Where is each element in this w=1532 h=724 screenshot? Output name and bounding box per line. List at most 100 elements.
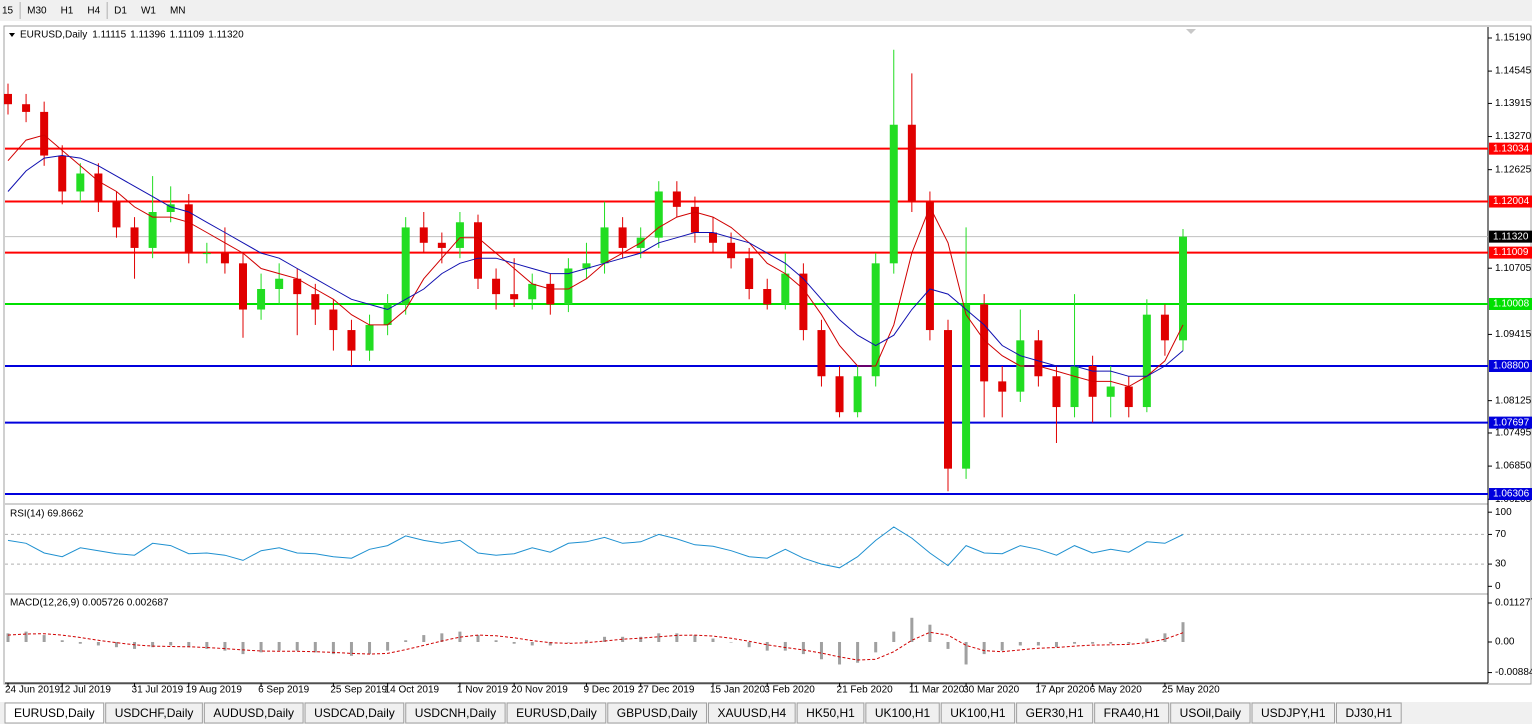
symbol-tab[interactable] bbox=[4, 702, 105, 724]
level-label: 1.10008 bbox=[1493, 299, 1530, 310]
symbol-tab[interactable] bbox=[1336, 702, 1402, 724]
symbol-tab[interactable] bbox=[607, 702, 707, 724]
timeframe-button[interactable]: D1 bbox=[114, 6, 127, 17]
candle-body bbox=[672, 191, 681, 207]
symbol-tab[interactable] bbox=[1251, 702, 1335, 724]
symbol-tab-label[interactable]: AUDUSD,Daily bbox=[213, 706, 294, 720]
candle-body bbox=[853, 376, 862, 413]
level-label-box bbox=[1489, 488, 1532, 501]
symbol-tab-label[interactable]: UK100,H1 bbox=[875, 706, 931, 720]
symbol-tab-label[interactable]: UK100,H1 bbox=[950, 706, 1006, 720]
symbol-tab[interactable] bbox=[865, 702, 940, 724]
macd-bar bbox=[838, 641, 842, 665]
candle-body bbox=[618, 227, 627, 248]
symbol-tab-label[interactable]: USDJPY,H1 bbox=[1261, 706, 1326, 720]
symbol-tab[interactable] bbox=[940, 702, 1016, 724]
symbol-tab[interactable] bbox=[405, 702, 506, 724]
macd-signal bbox=[7, 631, 1184, 661]
symbol-tab-label[interactable]: HK50,H1 bbox=[806, 706, 855, 720]
date-label: 1 Nov 2019 bbox=[457, 685, 509, 696]
macd-bar bbox=[1181, 622, 1185, 642]
macd-bar bbox=[313, 641, 317, 653]
macd-bar bbox=[151, 641, 155, 648]
symbol-tab-label[interactable]: XAUUSD,H4 bbox=[717, 706, 786, 720]
candle-body bbox=[600, 227, 609, 264]
symbol-tab[interactable] bbox=[1094, 702, 1170, 724]
timeframe-button[interactable]: H1 bbox=[61, 6, 74, 17]
macd-bar bbox=[584, 640, 588, 642]
moving-average bbox=[7, 154, 1184, 377]
candle-body bbox=[257, 288, 266, 310]
price-tick-label: 1.07495 bbox=[1495, 428, 1532, 439]
candle-body bbox=[781, 273, 790, 305]
candle-body bbox=[474, 222, 482, 279]
symbol-tab-label[interactable]: GBPUSD,Daily bbox=[617, 706, 698, 720]
rsi-tick-label: 100 bbox=[1495, 507, 1512, 518]
candle-body bbox=[528, 283, 537, 300]
macd-bar bbox=[548, 641, 552, 646]
symbol-tab[interactable] bbox=[707, 702, 796, 724]
symbol-tab[interactable] bbox=[203, 702, 304, 724]
macd-bar bbox=[801, 641, 805, 655]
symbol-tab-label[interactable]: FRA40,H1 bbox=[1104, 706, 1160, 720]
timeframe-button[interactable]: M30 bbox=[27, 6, 47, 17]
macd-bar bbox=[892, 631, 896, 642]
level-label: 1.07697 bbox=[1493, 417, 1530, 428]
timeframe-button[interactable]: MN bbox=[170, 6, 186, 17]
price-tick-label: 1.06850 bbox=[1495, 461, 1532, 472]
symbol-tab-label[interactable]: EURUSD,Daily bbox=[14, 706, 95, 720]
macd-bar bbox=[422, 635, 426, 642]
candle-body bbox=[4, 93, 12, 105]
macd-bar bbox=[1091, 641, 1095, 644]
candle-body bbox=[329, 309, 338, 331]
symbol-tab-label[interactable]: EURUSD,Daily bbox=[516, 706, 597, 720]
timeframe-button[interactable]: H4 bbox=[87, 6, 100, 17]
candle-body bbox=[383, 304, 392, 325]
rsi-tick-label: 0 bbox=[1495, 581, 1501, 592]
timeframe-button[interactable]: W1 bbox=[141, 6, 156, 17]
candle-body bbox=[1070, 365, 1079, 408]
symbol-tab-label[interactable]: USDCAD,Daily bbox=[314, 706, 395, 720]
candle-body bbox=[293, 278, 302, 295]
candle-body bbox=[763, 288, 772, 305]
macd-bar bbox=[693, 635, 697, 642]
date-label: 12 Jul 2019 bbox=[59, 685, 111, 696]
symbol-tab[interactable] bbox=[304, 702, 405, 724]
symbol-tab-label[interactable]: GER30,H1 bbox=[1026, 706, 1084, 720]
ohlc-value: 1.11115 bbox=[92, 30, 126, 41]
symbol-tab-label[interactable]: DJ30,H1 bbox=[1346, 706, 1393, 720]
symbol-tab-label[interactable]: USDCNH,Daily bbox=[415, 706, 496, 720]
ohlc-value: 1.11396 bbox=[130, 30, 166, 41]
price-tick-label: 1.14545 bbox=[1495, 66, 1532, 77]
macd-bar bbox=[765, 641, 769, 651]
symbol-tab-label[interactable]: USDCHF,Daily bbox=[115, 706, 194, 720]
candle-body bbox=[94, 173, 103, 202]
macd-bar bbox=[1036, 641, 1040, 646]
chart-frame bbox=[3, 25, 1532, 685]
macd-bar bbox=[169, 641, 173, 646]
timeframe-button[interactable]: 15 bbox=[2, 6, 14, 17]
candle-body bbox=[419, 227, 428, 243]
current-price-box bbox=[1489, 230, 1532, 243]
candle-body bbox=[817, 330, 826, 377]
rsi-tick-label: 30 bbox=[1495, 559, 1507, 570]
symbol-tab[interactable] bbox=[1170, 702, 1251, 724]
symbol-tab[interactable] bbox=[105, 702, 203, 724]
symbol-tab[interactable] bbox=[506, 702, 607, 724]
symbol-tab-label[interactable]: USOil,Daily bbox=[1180, 706, 1241, 720]
date-label: 3 Feb 2020 bbox=[764, 685, 815, 696]
symbol-tab[interactable] bbox=[796, 702, 865, 724]
macd-bar bbox=[386, 641, 390, 651]
macd-bar bbox=[1000, 641, 1004, 651]
candle-body bbox=[745, 258, 754, 289]
price-tick-label: 1.12625 bbox=[1495, 164, 1532, 175]
macd-bar bbox=[1109, 641, 1113, 644]
candle-body bbox=[962, 304, 971, 469]
candle-body bbox=[347, 330, 356, 351]
macd-bar bbox=[96, 641, 100, 646]
candle-body bbox=[1160, 314, 1169, 341]
symbol-tab[interactable] bbox=[1016, 702, 1094, 724]
macd-title: MACD(12,26,9) 0.005726 0.002687 bbox=[10, 598, 169, 609]
date-label: 15 Jan 2020 bbox=[710, 685, 765, 696]
price-tick-label: 1.09415 bbox=[1495, 329, 1532, 340]
